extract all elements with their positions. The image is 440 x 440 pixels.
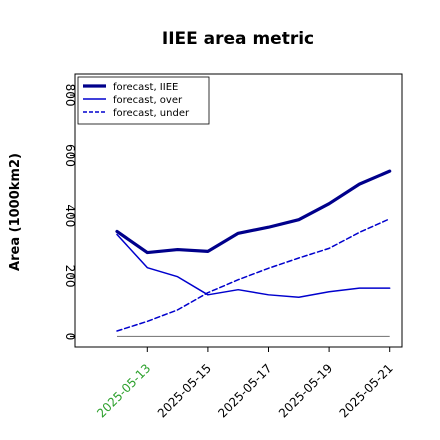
y-axis: 0 200 400 600 800: [63, 84, 77, 341]
y-tick-label: 400: [63, 204, 77, 227]
x-tick-label: 2025-05-13: [94, 361, 153, 420]
y-tick-label: 0: [63, 333, 77, 341]
series-line-2: [116, 233, 391, 298]
plot-area: [74, 73, 403, 348]
y-tick-label: 600: [63, 144, 77, 167]
legend: forecast, IIEE forecast, over forecast, un…: [77, 76, 210, 125]
x-axis: 2025-05-13 2025-05-15 2025-05-17 2025-05-19…: [94, 347, 396, 420]
x-tick-label: 2025-05-21: [337, 361, 396, 420]
series-line-1: [115, 169, 392, 255]
x-tick-label: 2025-05-15: [155, 361, 214, 420]
legend-label: forecast, IIEE: [113, 82, 178, 93]
series-layer: [115, 169, 392, 338]
plot-frame: [74, 73, 403, 348]
series-line-3: [116, 218, 391, 332]
x-tick-label: 2025-05-19: [276, 361, 335, 420]
y-tick-label: 200: [63, 265, 77, 288]
legend-label: forecast, over: [113, 95, 183, 106]
y-tick-label: 800: [63, 84, 77, 107]
chart-title: IIEE area metric: [162, 29, 314, 49]
y-axis-label: Area (1000km2): [8, 153, 23, 271]
x-tick-label: 2025-05-17: [215, 361, 274, 420]
legend-label: forecast, under: [113, 108, 190, 119]
